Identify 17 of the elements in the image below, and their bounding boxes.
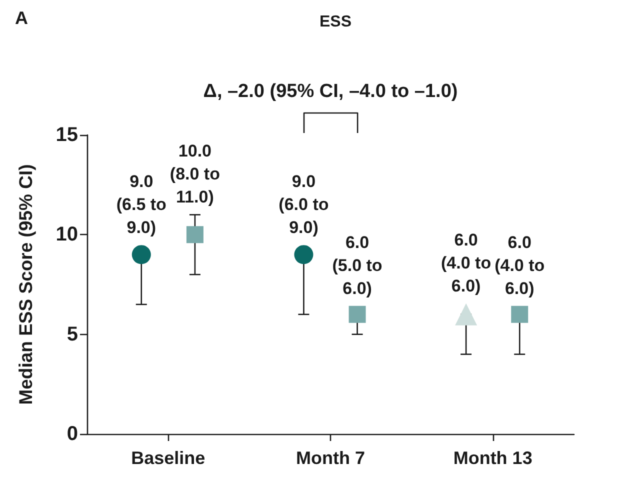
y-tick-label: 10	[56, 224, 78, 246]
y-tick-label: 0	[66, 423, 78, 445]
data-label: 9.0 (6.0 to 9.0)	[278, 172, 329, 238]
x-tick-label: Baseline	[131, 448, 206, 468]
y-tick-label: 15	[56, 124, 78, 146]
x-tick-label: Month 7	[296, 448, 365, 468]
text: Δ, –2.0 (95% CI, –4.0 to –1.0)	[203, 81, 458, 102]
text: A	[15, 8, 28, 28]
y-axis-title: Median ESS Score (95% CI)	[15, 164, 36, 405]
data-label: 10.0 (8.0 to 11.0)	[170, 142, 220, 207]
data-label: 9.0 (6.5 to 9.0)	[116, 172, 166, 238]
data-label: 6.0 (4.0 to 6.0)	[441, 230, 492, 296]
data-label: 6.0 (4.0 to 6.0)	[494, 232, 545, 298]
chart-title: ESS	[319, 14, 352, 30]
data-label: 6.0 (5.0 to 6.0)	[332, 232, 382, 298]
y-tick-label: 5	[66, 323, 78, 346]
x-tick-label: Month 13	[453, 448, 532, 468]
